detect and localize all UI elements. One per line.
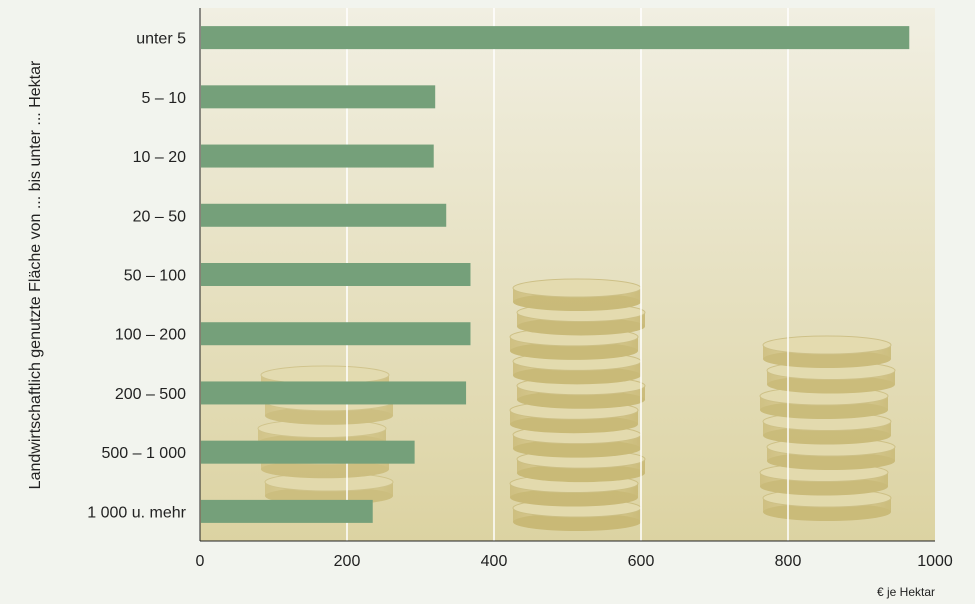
coin-bottom <box>265 406 393 425</box>
coin-top <box>260 365 390 385</box>
category-label: 500 – 1 000 <box>101 445 186 462</box>
x-tick-label: 400 <box>481 553 508 570</box>
bar <box>201 26 910 50</box>
category-label: 100 – 200 <box>115 327 186 344</box>
category-label: unter 5 <box>136 31 186 48</box>
coin-bottom <box>513 513 641 531</box>
bar <box>201 203 447 227</box>
coin-bottom <box>517 317 645 336</box>
category-label: 200 – 500 <box>115 386 186 403</box>
coin-bottom <box>513 439 641 458</box>
coin-stack-icon <box>509 278 646 531</box>
x-tick-label: 800 <box>775 553 802 570</box>
coin-bottom <box>517 464 645 483</box>
category-label: 1 000 u. mehr <box>87 504 186 521</box>
bar <box>201 381 467 405</box>
bar <box>201 499 373 523</box>
category-labels: unter 5 5 – 10 10 – 20 20 – 50 50 – 100 100 –… <box>87 31 186 522</box>
coin-top <box>762 335 892 355</box>
bar <box>201 440 415 464</box>
bar <box>201 144 434 168</box>
coin-stack-decoration <box>257 278 896 531</box>
x-tick-label: 200 <box>334 553 361 570</box>
x-axis-unit-label: € je Hektar <box>877 585 935 599</box>
coin-stack-icon <box>759 335 896 521</box>
coin-bottom <box>513 293 641 311</box>
coin-bottom <box>510 415 638 434</box>
coin-bottom <box>760 401 888 419</box>
coin-bottom <box>763 426 891 445</box>
coin-bottom <box>763 503 891 521</box>
coin-bottom <box>517 390 645 409</box>
x-tick-labels: 0 200 400 600 800 1000 <box>196 553 953 570</box>
category-label: 5 – 10 <box>142 90 187 107</box>
bar <box>201 263 471 286</box>
category-label: 10 – 20 <box>133 149 186 166</box>
coin-bottom <box>510 341 638 360</box>
coin-bottom <box>763 350 891 368</box>
bars <box>201 26 910 523</box>
y-axis-title: Landwirtschaftlich genutzte Fläche von .… <box>27 60 44 489</box>
coin-bottom <box>767 452 895 470</box>
coin-bottom <box>767 375 895 394</box>
category-label: 20 – 50 <box>133 208 186 225</box>
coin-bottom <box>261 460 389 479</box>
coin-bottom <box>760 477 888 496</box>
bar <box>201 85 436 109</box>
coin-top <box>512 278 642 298</box>
bar <box>201 322 471 346</box>
x-tick-label: 600 <box>628 553 655 570</box>
coin-bottom <box>510 488 638 507</box>
coin-bottom <box>513 366 641 385</box>
x-tick-label: 0 <box>196 553 205 570</box>
category-label: 50 – 100 <box>124 268 186 285</box>
x-tick-label: 1000 <box>917 553 953 570</box>
